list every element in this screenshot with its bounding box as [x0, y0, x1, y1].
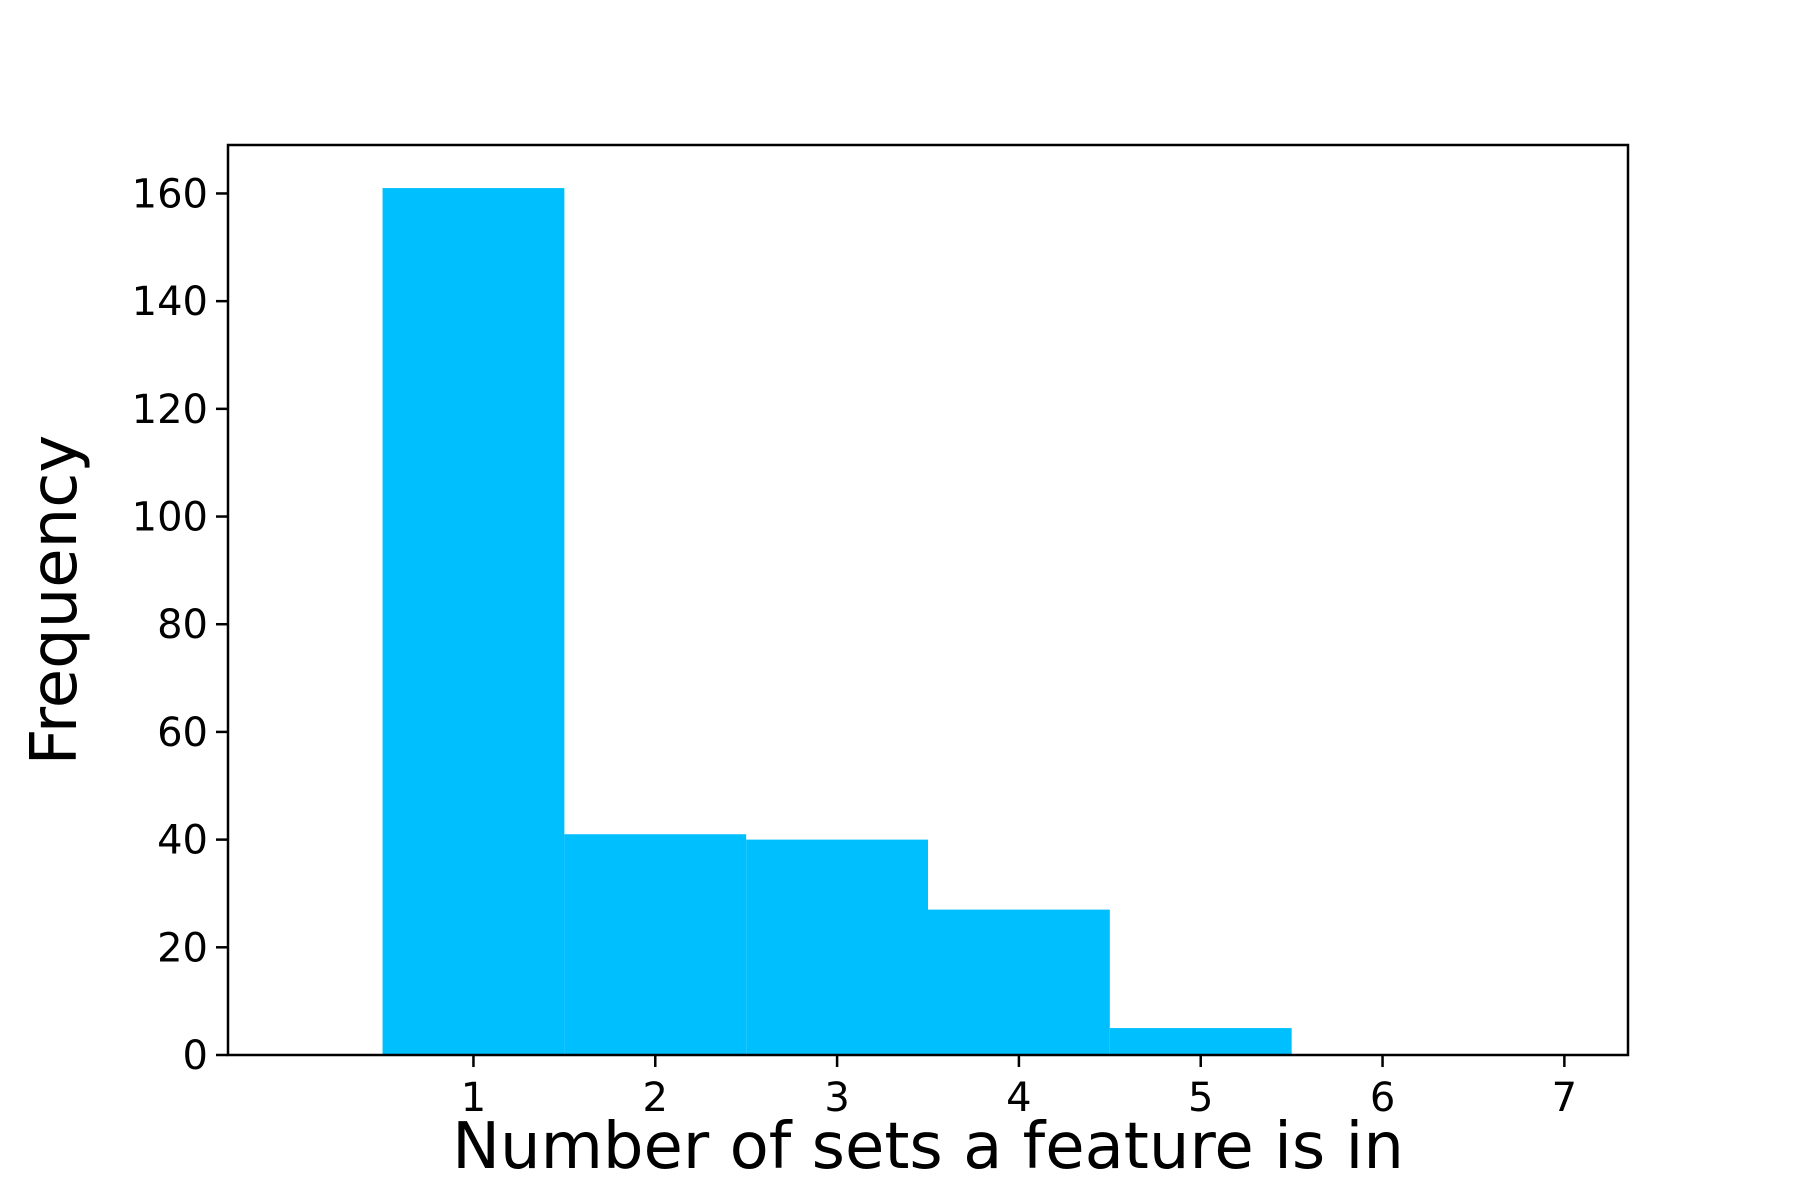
y-tick-label-4: 60 [157, 710, 208, 756]
y-tick-label-1: 0 [183, 1033, 208, 1079]
y-tick-label-9: 160 [132, 171, 208, 217]
histogram-bar-4 [928, 909, 1110, 1055]
y-tick-label-2: 20 [157, 925, 208, 971]
histogram-bar-1 [382, 188, 565, 1055]
x-tick-label-4: 4 [1006, 1075, 1031, 1121]
histogram-bar-3 [746, 839, 928, 1055]
histogram-bar-2 [564, 834, 747, 1055]
y-tick-label-8: 140 [132, 279, 208, 325]
x-tick-label-3: 3 [824, 1075, 849, 1121]
y-tick-label-3: 40 [157, 818, 208, 864]
histogram-bar-5 [1109, 1028, 1292, 1055]
x-tick-label-7: 7 [1552, 1075, 1577, 1121]
x-tick-label-2: 2 [643, 1075, 668, 1121]
y-tick-label-5: 80 [157, 602, 208, 648]
x-axis-title: Number of sets a feature is in [452, 1110, 1404, 1184]
plot-frame [226, 143, 1630, 1057]
x-tick-label-1: 1 [461, 1075, 486, 1121]
x-tick-label-6: 6 [1370, 1075, 1395, 1121]
y-tick-label-6: 100 [132, 495, 208, 541]
y-tick-label-7: 120 [132, 387, 208, 433]
y-axis-title: Frequency [18, 435, 92, 766]
ticks-layer: 1 2 3 4 5 6 7 0 20 40 60 80 100 120 140 160 [132, 171, 1577, 1121]
x-tick-label-5: 5 [1188, 1075, 1213, 1121]
bars-layer [382, 188, 1292, 1055]
